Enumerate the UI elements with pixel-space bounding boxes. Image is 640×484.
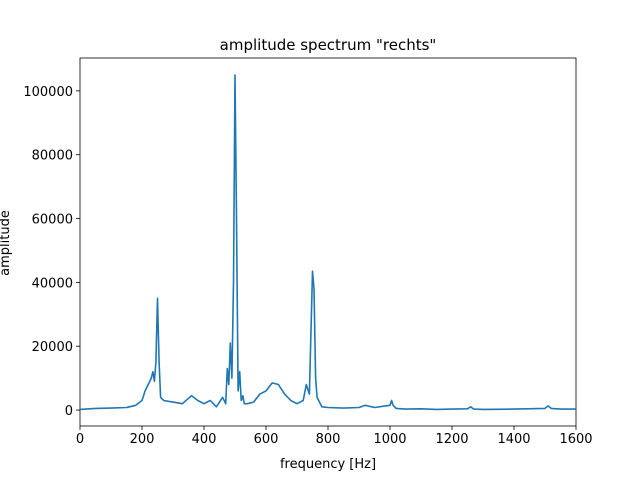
plot-frame bbox=[79, 57, 577, 427]
x-tick-label: 1200 bbox=[435, 432, 468, 447]
y-tick-label: 40000 bbox=[32, 276, 73, 291]
y-tick-label: 100000 bbox=[23, 85, 73, 100]
x-tick-label: 600 bbox=[254, 432, 279, 447]
x-tick-label: 1600 bbox=[559, 432, 592, 447]
x-tick-label: 200 bbox=[130, 432, 155, 447]
y-tick-label: 20000 bbox=[32, 340, 73, 355]
x-axis-label: frequency [Hz] bbox=[280, 457, 376, 472]
y-tick-label: 0 bbox=[65, 404, 73, 419]
y-axis-label: amplitude bbox=[0, 210, 13, 276]
x-tick-label: 800 bbox=[316, 432, 341, 447]
line-series bbox=[79, 74, 576, 411]
x-tick-label: 400 bbox=[192, 432, 217, 447]
x-tick-label: 1400 bbox=[497, 432, 530, 447]
y-tick-label: 80000 bbox=[32, 149, 73, 164]
x-tick-label: 1000 bbox=[373, 432, 406, 447]
chart-title: amplitude spectrum "rechts" bbox=[220, 36, 437, 54]
x-tick-label: 0 bbox=[76, 432, 84, 447]
y-tick-label: 60000 bbox=[32, 213, 73, 228]
